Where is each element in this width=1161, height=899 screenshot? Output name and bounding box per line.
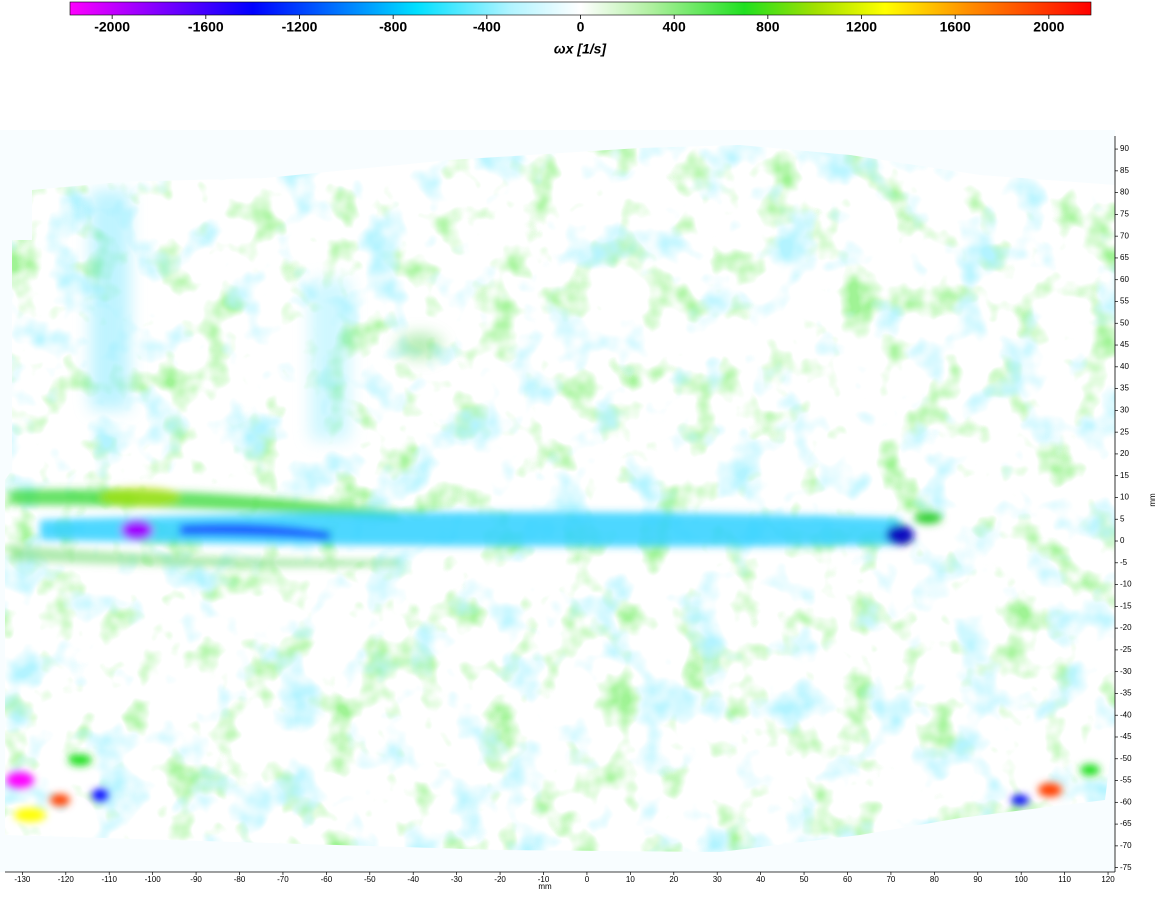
y-tick-label: -55 (1120, 776, 1132, 785)
x-tick-label: -20 (494, 875, 506, 884)
y-tick-label: -5 (1120, 558, 1128, 567)
y-tick-label: 25 (1120, 427, 1129, 436)
x-tick-label: 0 (585, 875, 590, 884)
x-tick-label: -50 (364, 875, 376, 884)
x-tick-label: -110 (102, 875, 118, 884)
y-tick-label: -70 (1120, 841, 1132, 850)
colorbar-label: ωx [1/s] (554, 41, 607, 57)
x-tick-label: -80 (234, 875, 246, 884)
colorbar-tick-label: 2000 (1033, 19, 1064, 35)
y-tick-label: 20 (1120, 449, 1129, 458)
colorbar-tick-label: -2000 (94, 19, 130, 35)
x-tick-label: 70 (886, 875, 895, 884)
x-tick-label: -30 (451, 875, 463, 884)
y-tick-label: 35 (1120, 384, 1129, 393)
x-tick-label: 10 (626, 875, 635, 884)
x-tick-label: 40 (756, 875, 765, 884)
y-tick-label: 15 (1120, 471, 1129, 480)
y-tick-label: -45 (1120, 732, 1132, 741)
x-tick-label: -10 (538, 875, 550, 884)
x-tick-label: -90 (190, 875, 202, 884)
x-tick-label: 90 (973, 875, 982, 884)
colorbar-tick-label: -800 (379, 19, 407, 35)
x-tick-label: 100 (1015, 875, 1029, 884)
x-tick-label: -70 (277, 875, 289, 884)
colorbar-tick-label: 1200 (846, 19, 877, 35)
y-tick-label: -50 (1120, 754, 1132, 763)
x-tick-label: 120 (1101, 875, 1115, 884)
colorbar-tick-label: -400 (473, 19, 501, 35)
x-tick-label: 60 (843, 875, 852, 884)
y-tick-label: 0 (1120, 536, 1125, 545)
colorbar-tick-label: -1200 (282, 19, 318, 35)
x-tick-label: -130 (14, 875, 31, 884)
y-tick-label: -20 (1120, 623, 1132, 632)
y-tick-label: 85 (1120, 166, 1129, 175)
y-tick-label: 90 (1120, 144, 1129, 153)
y-tick-label: 70 (1120, 231, 1129, 240)
colorbar-tick-label: 0 (577, 19, 585, 35)
x-tick-label: 30 (713, 875, 722, 884)
y-tick-label: -75 (1120, 863, 1132, 872)
y-tick-label: 75 (1120, 209, 1129, 218)
y-tick-label: 45 (1120, 340, 1129, 349)
y-tick-label: 5 (1120, 514, 1125, 523)
x-tick-label: 50 (800, 875, 809, 884)
x-axis-label: mm (538, 882, 552, 891)
vorticity-field (5, 145, 1115, 852)
x-tick-label: -40 (407, 875, 419, 884)
y-tick-label: -25 (1120, 645, 1132, 654)
y-tick-label: 55 (1120, 297, 1129, 306)
colorbar-tick-label: 400 (662, 19, 686, 35)
colorbar-tick-label: 800 (756, 19, 780, 35)
colorbar-tick-label: 1600 (940, 19, 971, 35)
x-tick-label: 110 (1058, 875, 1071, 884)
colorbar-tick-label: -1600 (188, 19, 224, 35)
y-tick-label: 40 (1120, 362, 1129, 371)
y-tick-label: -65 (1120, 819, 1132, 828)
y-tick-label: -35 (1120, 689, 1132, 698)
y-tick-label: 50 (1120, 318, 1129, 327)
y-tick-label: 30 (1120, 405, 1129, 414)
y-tick-label: 60 (1120, 275, 1129, 284)
y-tick-label: 80 (1120, 188, 1129, 197)
x-tick-label: -60 (321, 875, 333, 884)
x-tick-label: 80 (930, 875, 939, 884)
y-tick-label: -30 (1120, 667, 1132, 676)
x-tick-label: -120 (58, 875, 75, 884)
y-tick-label: -60 (1120, 797, 1132, 806)
y-tick-label: -10 (1120, 580, 1132, 589)
colorbar (69, 1, 1092, 16)
y-tick-label: -15 (1120, 601, 1132, 610)
y-axis-label: mm (1148, 493, 1157, 507)
x-tick-label: -100 (145, 875, 162, 884)
y-tick-label: -40 (1120, 710, 1132, 719)
y-tick-label: 10 (1120, 493, 1129, 502)
x-tick-label: 20 (669, 875, 678, 884)
y-tick-label: 65 (1120, 253, 1129, 262)
